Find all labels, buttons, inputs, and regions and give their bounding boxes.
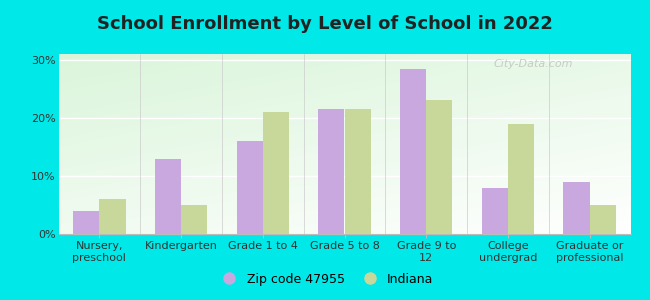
Bar bbox=[181, 205, 207, 234]
Bar bbox=[237, 141, 263, 234]
Bar bbox=[344, 109, 370, 234]
Bar bbox=[155, 158, 181, 234]
Bar bbox=[73, 211, 99, 234]
Bar bbox=[590, 205, 616, 234]
Legend: Zip code 47955, Indiana: Zip code 47955, Indiana bbox=[211, 268, 439, 291]
Bar bbox=[426, 100, 452, 234]
Bar bbox=[263, 112, 289, 234]
Bar bbox=[99, 199, 125, 234]
Bar bbox=[508, 124, 534, 234]
Bar bbox=[318, 109, 344, 234]
Bar bbox=[400, 68, 426, 234]
Text: School Enrollment by Level of School in 2022: School Enrollment by Level of School in … bbox=[97, 15, 553, 33]
Bar bbox=[564, 182, 590, 234]
Bar bbox=[482, 188, 508, 234]
Text: City-Data.com: City-Data.com bbox=[493, 59, 573, 69]
